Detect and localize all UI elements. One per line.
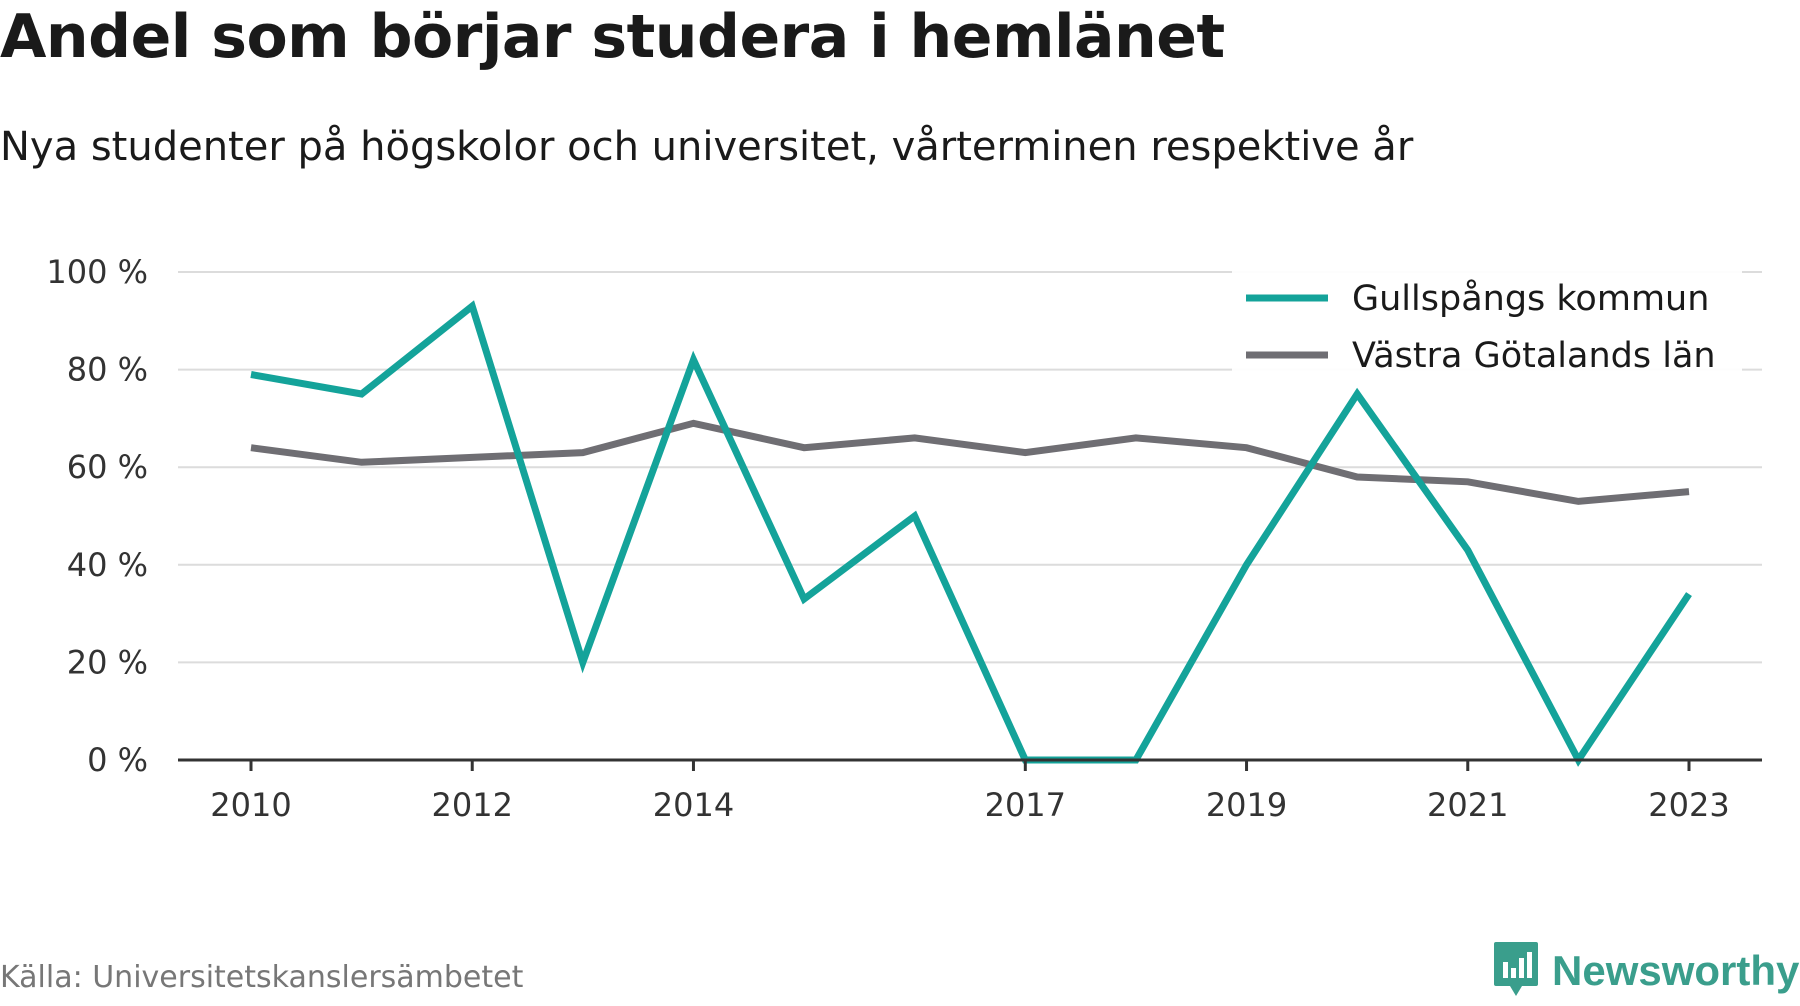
x-tick-label: 2010 — [210, 786, 291, 824]
x-axis-ticks: 2010 2012 2014 2017 2019 2021 2023 — [210, 760, 1730, 824]
x-tick-label: 2012 — [432, 786, 513, 824]
series-lines — [250, 300, 1692, 767]
y-axis-ticks: 0 % 20 % 40 % 60 % 80 % 100 % — [46, 253, 148, 779]
chart-title: Andel som börjar studera i hemlänet — [0, 2, 1225, 72]
series-line — [250, 419, 1690, 505]
x-tick-label: 2019 — [1206, 786, 1287, 824]
legend-label: Gullspångs kommun — [1352, 278, 1709, 319]
y-tick-label: 0 % — [87, 741, 148, 779]
y-tick-label: 40 % — [67, 546, 148, 584]
x-tick-label: 2014 — [653, 786, 734, 824]
brand-name: Newsworthy — [1552, 947, 1800, 994]
source-note: Källa: Universitetskanslersämbetet — [0, 960, 524, 995]
y-tick-label: 100 % — [46, 253, 148, 291]
chart-subtitle: Nya studenter på högskolor och universit… — [0, 124, 1414, 170]
legend-label: Västra Götalands län — [1352, 336, 1716, 376]
legend: Gullspångs kommun Västra Götalands län — [1232, 268, 1742, 380]
x-tick-label: 2023 — [1648, 786, 1729, 824]
y-tick-label: 20 % — [67, 643, 148, 681]
legend-background — [1232, 268, 1742, 380]
series-line — [250, 300, 1692, 767]
x-tick-label: 2021 — [1427, 786, 1508, 824]
brand-logo: Newsworthy — [1492, 936, 1799, 1006]
newsworthy-logo-icon — [1494, 942, 1538, 996]
x-tick-label: 2017 — [985, 786, 1066, 824]
y-tick-label: 60 % — [67, 448, 148, 486]
y-tick-label: 80 % — [67, 351, 148, 389]
